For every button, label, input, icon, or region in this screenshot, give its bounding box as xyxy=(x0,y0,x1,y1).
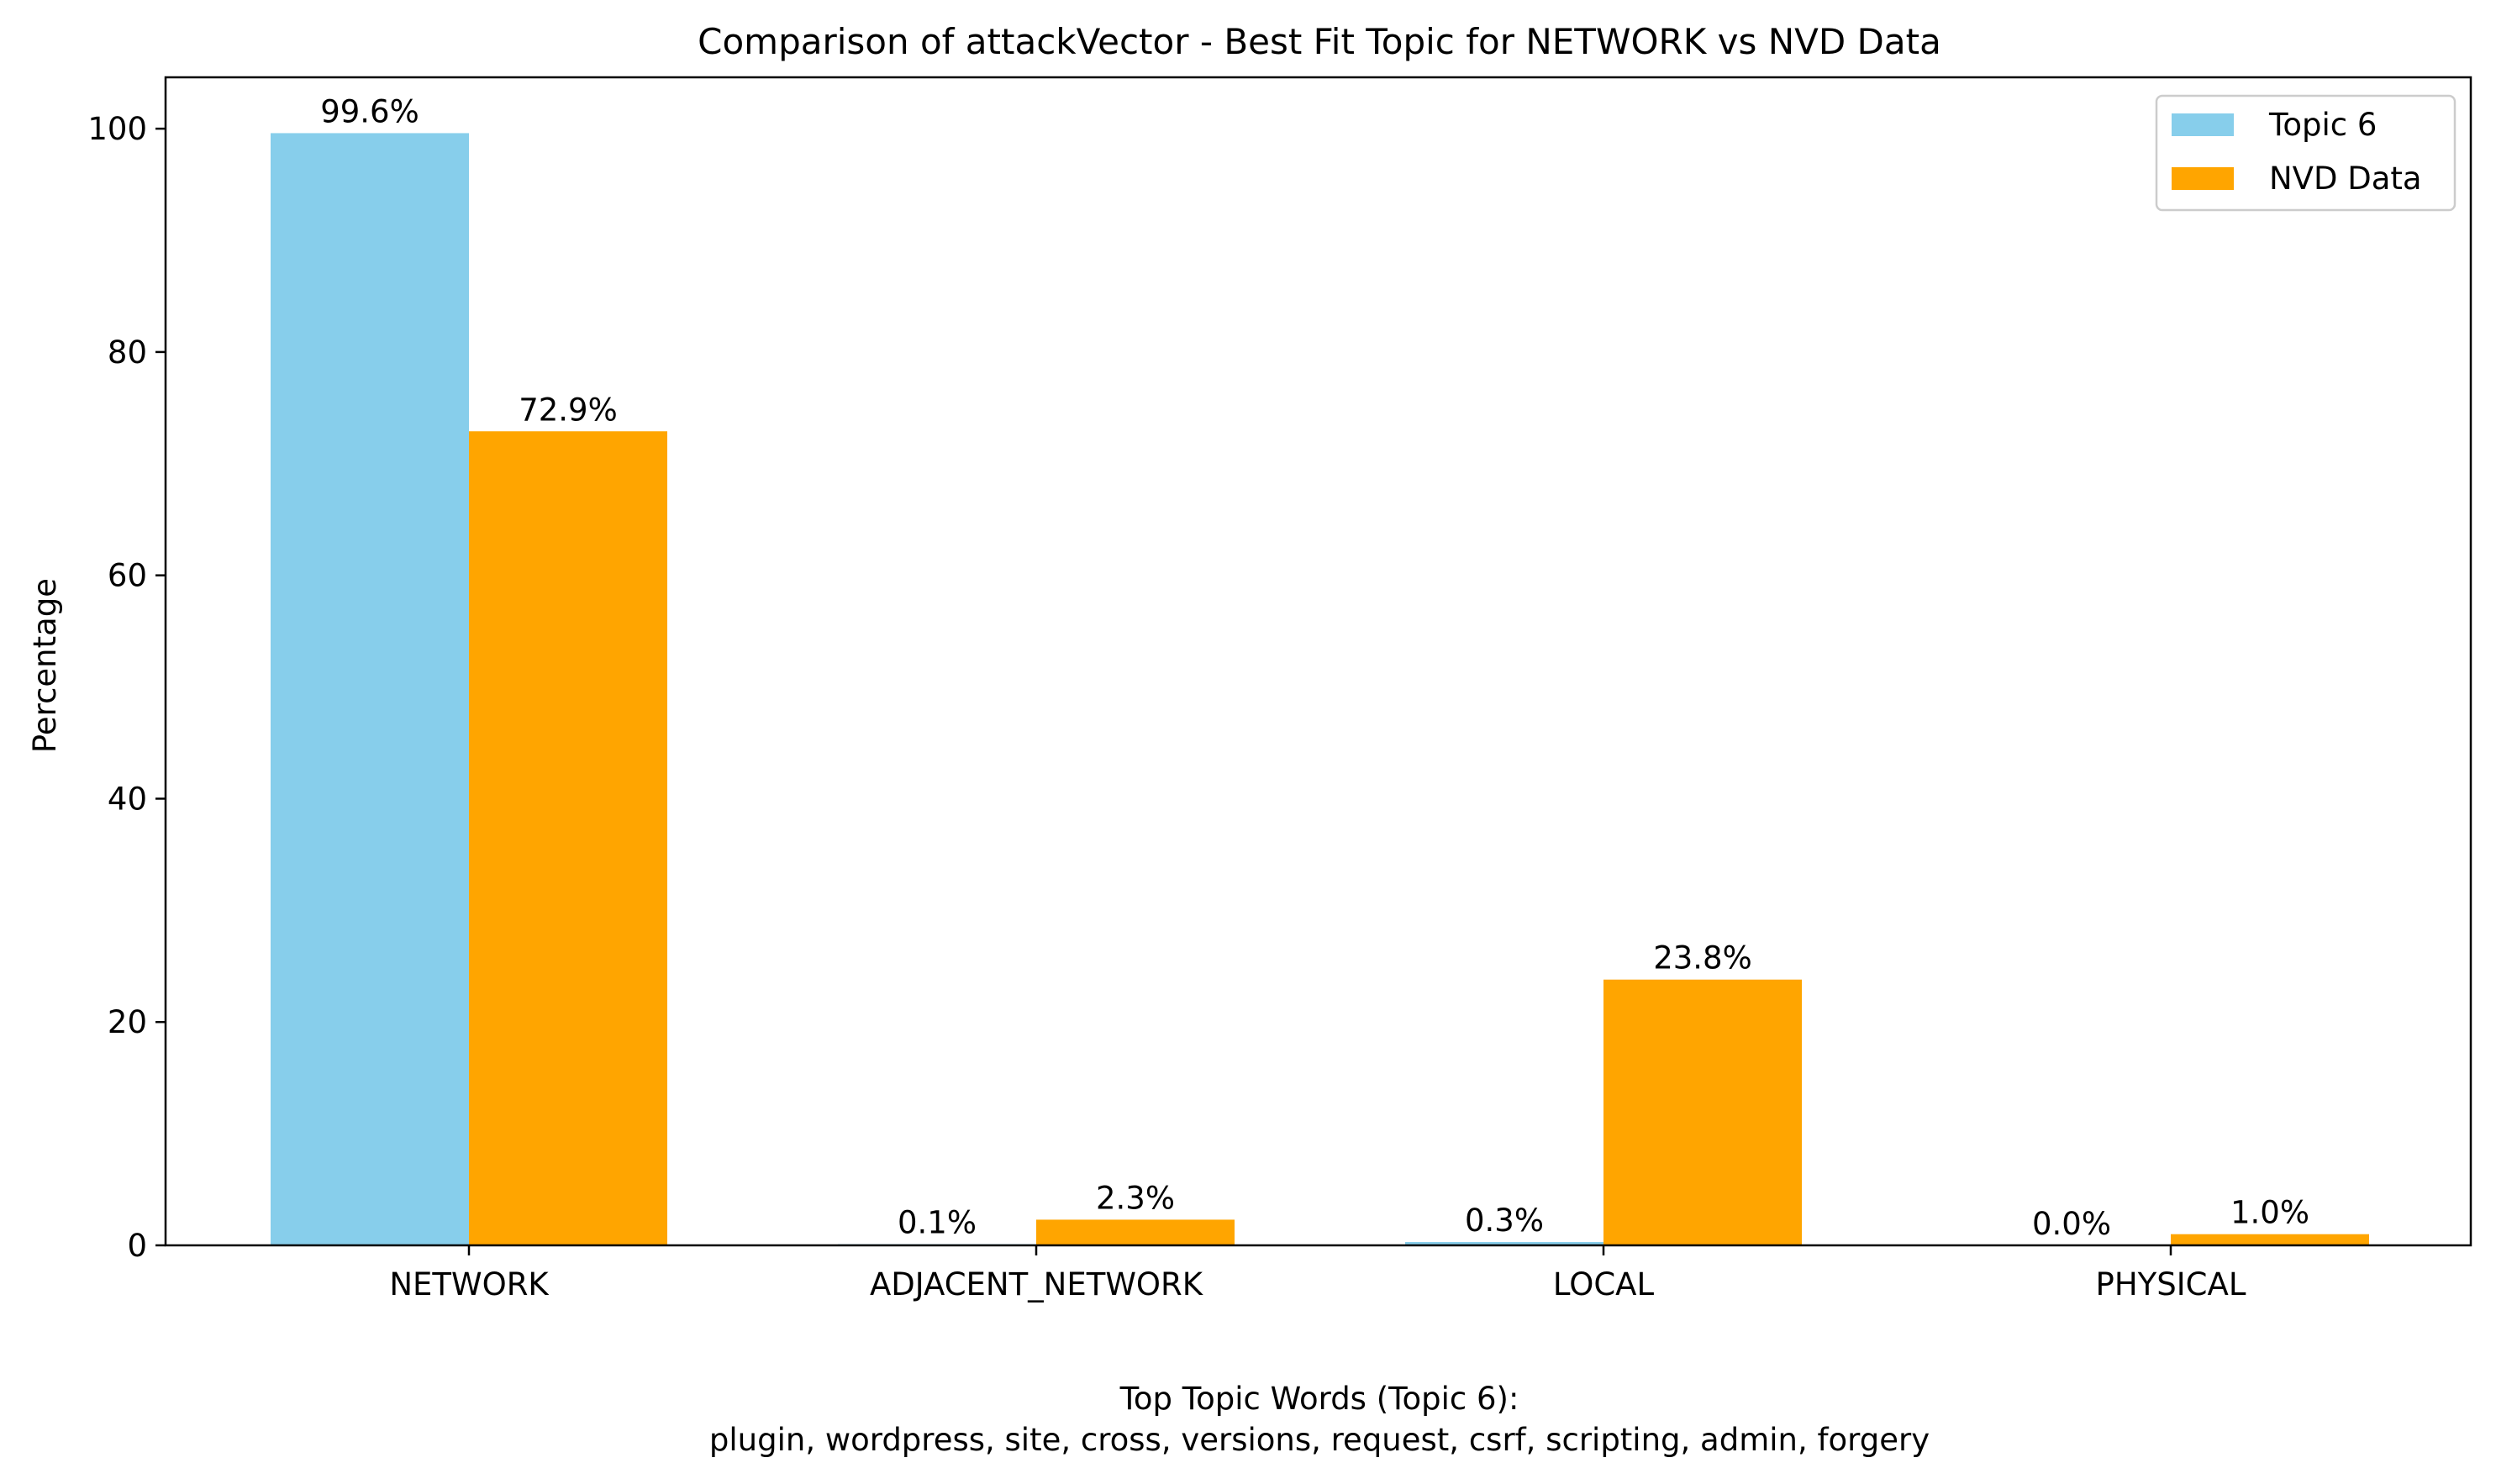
legend-swatch-topic-6 xyxy=(2172,113,2234,136)
legend-label-nvd-data: NVD Data xyxy=(2269,161,2422,197)
bar-nvd-data-adjacent-network xyxy=(1036,1219,1235,1245)
chart-title: Comparison of attackVector - Best Fit To… xyxy=(698,21,1941,62)
x-tick-label-network: NETWORK xyxy=(389,1266,550,1302)
data-label-topic-6-physical: 0.0% xyxy=(2032,1206,2111,1242)
bar-nvd-data-network xyxy=(469,431,667,1245)
x-tick-label-adjacent-network: ADJACENT_NETWORK xyxy=(870,1266,1204,1302)
bar-topic-6-local xyxy=(1405,1242,1603,1245)
y-tick-label-0: 0 xyxy=(127,1228,147,1264)
data-label-nvd-data-physical: 1.0% xyxy=(2230,1195,2309,1231)
footer-topic-words: plugin, wordpress, site, cross, versions… xyxy=(709,1422,1930,1458)
x-axis-ticks: NETWORK ADJACENT_NETWORK LOCAL PHYSICAL xyxy=(389,1245,2246,1302)
bar-nvd-data-physical xyxy=(2171,1234,2369,1245)
y-tick-label-60: 60 xyxy=(108,558,147,594)
legend: Topic 6 NVD Data xyxy=(2155,94,2457,212)
legend-swatch-nvd-data xyxy=(2172,167,2234,190)
y-tick-label-20: 20 xyxy=(108,1004,147,1040)
data-label-nvd-data-local: 23.8% xyxy=(1653,940,1752,976)
x-tick-label-physical: PHYSICAL xyxy=(2096,1266,2246,1302)
y-axis-ticks: 0 20 40 60 80 100 xyxy=(87,111,166,1264)
bar-nvd-data-local xyxy=(1603,979,1802,1245)
y-tick-label-100: 100 xyxy=(87,111,147,147)
data-label-topic-6-local: 0.3% xyxy=(1465,1202,1544,1239)
plot-area-frame xyxy=(164,76,2472,1247)
bar-labels-group: 99.6% 0.1% 0.3% 0.0% 72.9% 2.3% 23.8% 1.0% xyxy=(320,93,2309,1242)
legend-label-topic-6: Topic 6 xyxy=(2268,107,2377,143)
y-tick-label-80: 80 xyxy=(108,334,147,371)
data-label-nvd-data-network: 72.9% xyxy=(519,392,618,428)
data-label-topic-6-network: 99.6% xyxy=(320,93,419,129)
data-label-nvd-data-adjacent-network: 2.3% xyxy=(1096,1180,1175,1216)
data-label-topic-6-adjacent-network: 0.1% xyxy=(898,1205,977,1241)
bars-group xyxy=(271,133,2369,1245)
y-axis-label: Percentage xyxy=(27,578,63,753)
bar-topic-6-network xyxy=(271,133,469,1245)
x-tick-label-local: LOCAL xyxy=(1553,1266,1655,1302)
footer-heading: Top Topic Words (Topic 6): xyxy=(1119,1381,1519,1417)
y-tick-label-40: 40 xyxy=(108,781,147,817)
